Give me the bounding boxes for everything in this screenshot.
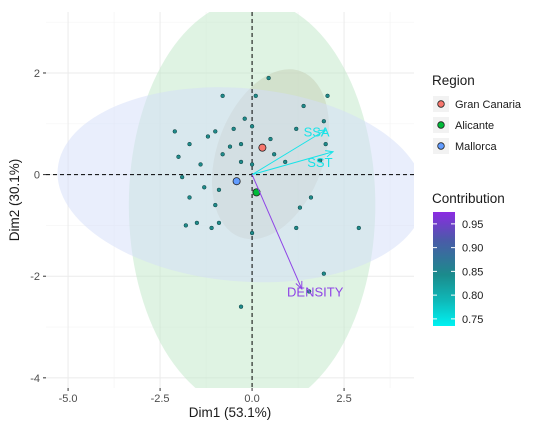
mean-point-mallorca [232,177,241,186]
data-point [216,220,222,226]
contribution-legend: Contribution 0.95 0.90 0.85 0.80 0.75 [432,191,505,326]
data-point [205,134,211,139]
legend-label-alicante: Alicante [455,120,494,132]
colorbar-tick-label: 0.85 [462,266,483,278]
data-point [172,129,177,134]
data-point [183,223,188,228]
region-legend: Region Gran Canaria Alicante Mallorca [432,73,522,154]
data-point [321,271,326,276]
data-point [249,230,255,236]
arrowhead-ssa [317,129,327,137]
data-point [231,126,236,132]
legend-label-gran-canaria: Gran Canaria [455,99,522,111]
colorbar-tick-label: 0.90 [462,243,483,255]
data-point [238,304,244,309]
arrow-ssa [251,129,326,176]
plot-panel: SSA SST DENSITY [46,12,414,388]
y-axis: -4 -2 0 2 [30,68,46,385]
data-point [187,141,192,147]
individual-points [172,75,361,309]
arrow-density [251,174,303,290]
x-tick-label: 0.0 [244,393,259,405]
data-point [323,141,328,147]
data-point [268,136,273,142]
data-point [297,205,303,210]
data-point [325,93,330,98]
data-point [194,220,200,226]
contribution-legend-title: Contribution [432,191,505,206]
data-point [202,185,207,190]
data-point [356,225,361,231]
data-point [249,124,255,129]
data-point [294,126,299,132]
variable-arrows [251,129,335,291]
data-point [321,119,326,124]
y-axis-title: Dim2 (30.1%) [7,159,22,242]
variable-labels: SSA SST DENSITY [287,124,344,299]
x-tick-label: 2.5 [336,393,351,405]
legend-key-gran-canaria [437,100,445,108]
arrow-sst [251,151,334,176]
label-density: DENSITY [287,285,344,300]
legend-key-alicante [437,121,445,129]
data-point [301,103,306,109]
legend-label-mallorca: Mallorca [455,141,497,153]
ellipse-mallorca [57,87,414,283]
data-point [220,93,225,98]
x-tick-label: -5.0 [59,393,78,405]
data-point [249,162,255,167]
data-point [213,129,218,134]
data-point [306,289,312,294]
data-point [242,116,247,121]
data-point [266,75,271,81]
y-tick-label: -4 [30,373,40,385]
data-point [187,195,192,200]
x-axis-title: Dim1 (53.1%) [189,405,272,420]
confidence-ellipses [57,12,414,388]
arrowhead-sst [325,150,335,158]
data-point [283,159,288,165]
legend-key-mallorca [437,142,445,150]
data-point [238,159,244,165]
data-point [318,158,323,163]
label-ssa: SSA [304,124,330,139]
y-tick-label: -2 [30,271,40,283]
contribution-colorbar [433,212,455,326]
data-point [220,152,225,157]
data-point [213,202,218,208]
data-point [209,225,214,231]
colorbar-tick-label: 0.95 [462,219,483,231]
colorbar-tick-label: 0.80 [462,290,483,302]
arrowhead-density [295,280,303,291]
data-point [180,174,185,180]
data-point [272,152,277,157]
data-point [294,225,299,231]
reference-lines [46,12,414,388]
region-mean-points [232,143,267,197]
x-tick-label: -2.5 [151,393,170,405]
region-legend-title: Region [432,73,475,88]
data-point [176,154,181,159]
data-point [253,93,258,98]
x-axis: -5.0 -2.5 0.0 2.5 [59,388,352,405]
data-point [198,162,203,167]
data-point [238,141,244,147]
data-point [308,195,314,200]
y-tick-label: 0 [34,170,40,182]
colorbar-tick-label: 0.75 [462,314,483,326]
y-tick-label: 2 [34,68,40,80]
data-point [227,144,233,149]
data-point [216,187,222,192]
mean-point-gran-canaria [258,143,267,152]
label-sst: SST [307,155,332,170]
